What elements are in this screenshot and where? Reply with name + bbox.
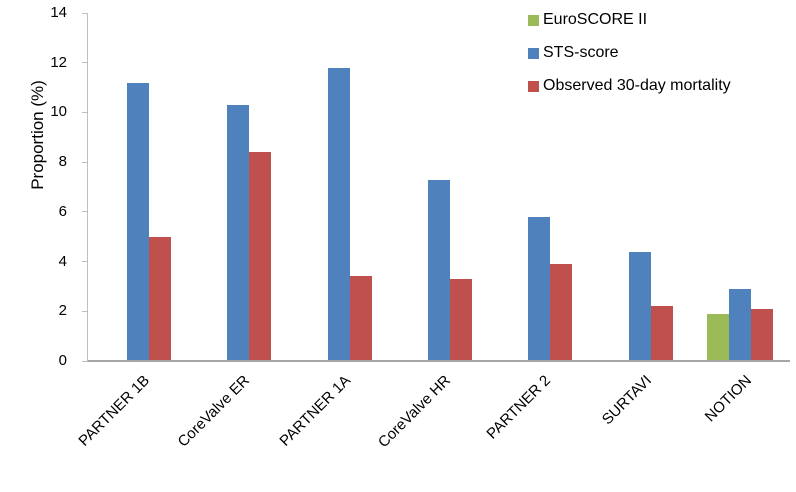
legend-item-sts-score: STS-score — [528, 44, 731, 61]
y-tick-label-2: 2 — [58, 302, 67, 320]
bar-euroscore-ii-notion — [706, 313, 729, 361]
legend: EuroSCORE II STS-score Observed 30-day m… — [528, 11, 731, 111]
legend-label-observed-mortality: Observed 30-day mortality — [543, 77, 731, 94]
bar-observed-30-day-mortality-partner-1b — [149, 236, 172, 361]
y-tick-mark-4 — [82, 261, 88, 263]
y-axis-line — [87, 13, 88, 361]
bar-observed-30-day-mortality-notion — [750, 308, 773, 361]
y-tick-mark-14 — [82, 12, 88, 14]
y-tick-label-8: 8 — [58, 153, 67, 171]
bar-observed-30-day-mortality-corevalve-er — [249, 152, 272, 361]
legend-label-euroscore-ii: EuroSCORE II — [543, 11, 648, 28]
legend-swatch-euroscore-ii-icon — [528, 14, 539, 26]
legend-swatch-observed-mortality-icon — [528, 80, 539, 92]
bar-sts-score-partner-1a — [327, 67, 350, 361]
y-tick-mark-2 — [82, 310, 88, 312]
y-tick-label-10: 10 — [50, 103, 67, 121]
x-axis-line — [88, 360, 790, 362]
bar-sts-score-partner-2 — [528, 216, 551, 361]
bar-sts-score-surtavi — [628, 251, 651, 361]
bar-observed-30-day-mortality-surtavi — [650, 306, 673, 361]
bar-observed-30-day-mortality-partner-1a — [349, 276, 372, 361]
legend-swatch-sts-score-icon — [528, 47, 539, 59]
y-tick-label-14: 14 — [50, 4, 67, 21]
bar-sts-score-partner-1b — [127, 82, 150, 361]
bar-observed-30-day-mortality-corevalve-hr — [450, 278, 472, 361]
y-tick-mark-6 — [82, 211, 88, 213]
y-tick-mark-0 — [82, 360, 88, 362]
y-axis-title: Proportion (%) — [28, 80, 47, 190]
bar-observed-30-day-mortality-partner-2 — [550, 264, 573, 361]
y-tick-mark-8 — [82, 161, 88, 163]
legend-item-observed-mortality: Observed 30-day mortality — [528, 77, 731, 94]
y-tick-mark-12 — [82, 62, 88, 64]
legend-label-sts-score: STS-score — [543, 44, 619, 61]
bar-sts-score-notion — [728, 288, 751, 361]
legend-item-euroscore-ii: EuroSCORE II — [528, 11, 731, 28]
y-tick-label-4: 4 — [58, 252, 67, 270]
y-tick-label-12: 12 — [50, 53, 67, 71]
y-tick-label-0: 0 — [58, 352, 67, 369]
bar-sts-score-corevalve-er — [227, 104, 250, 361]
y-tick-label-6: 6 — [58, 202, 67, 220]
bar-sts-score-corevalve-hr — [428, 179, 450, 361]
y-tick-mark-10 — [82, 111, 88, 113]
x-label-partner-1b: PARTNER 1B — [75, 372, 154, 450]
